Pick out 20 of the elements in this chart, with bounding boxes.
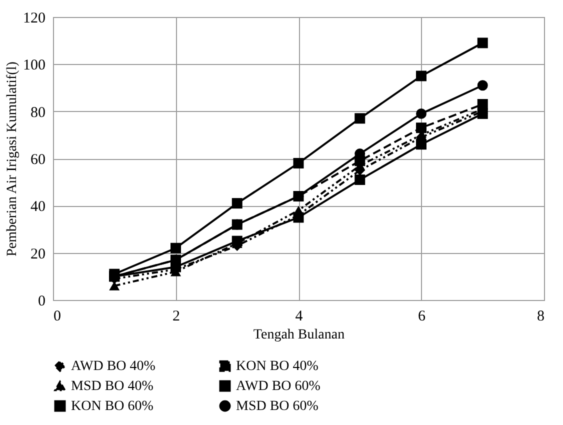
x-tick-label: 8: [537, 308, 544, 324]
legend-label: MSD BO 40%: [71, 379, 154, 394]
y-tick-label: 120: [23, 10, 46, 26]
legend-label: AWD BO 60%: [236, 379, 321, 394]
y-tick-label: 60: [30, 152, 46, 168]
x-tick-label: 2: [172, 308, 180, 324]
y-tick-label: 100: [23, 58, 46, 74]
x-tick-label: 0: [54, 308, 61, 324]
legend-label: KON BO 40%: [236, 359, 319, 374]
y-axis-title: Pemberian Air Irigasi Kumulatif(l): [5, 61, 20, 256]
legend-label: MSD BO 60%: [236, 399, 319, 414]
y-tick-label: 0: [38, 294, 46, 310]
y-tick-label: 20: [30, 246, 46, 262]
y-tick-label: 80: [30, 104, 46, 121]
y-tick-label: 40: [30, 199, 46, 216]
x-tick-label: 4: [295, 308, 304, 324]
legend-label: AWD BO 40%: [71, 359, 156, 374]
legend-label: KON BO 60%: [71, 399, 154, 414]
x-tick-label: 6: [418, 308, 426, 324]
x-axis-title: Tengah Bulanan: [253, 328, 345, 342]
